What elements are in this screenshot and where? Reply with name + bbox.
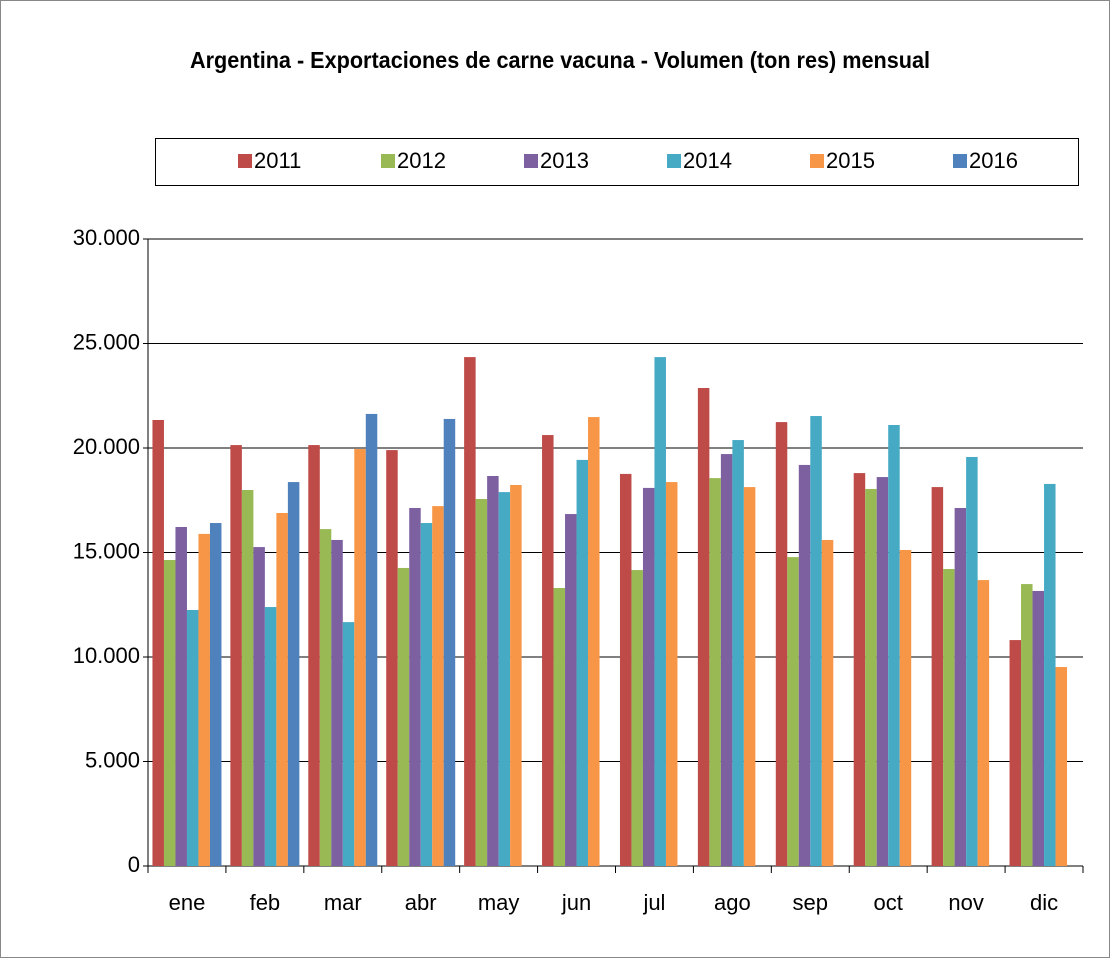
bar [865,488,877,866]
bar [365,413,378,866]
bar [287,482,300,866]
bar [642,487,655,866]
bar [553,588,566,866]
bar [709,478,721,866]
x-tick-label: sep [793,890,828,915]
bar [198,533,210,866]
y-tick-label: 20.000 [73,434,140,459]
x-tick-label: feb [250,890,281,915]
legend-swatch [238,154,252,168]
x-tick-label: may [478,890,520,915]
y-tick-label: 5.000 [85,747,140,772]
bar [697,388,710,866]
bar [1009,640,1022,866]
bar [253,547,265,866]
bar [542,435,554,866]
y-tick-label: 0 [128,852,140,877]
x-tick-label: dic [1030,890,1058,915]
bar [420,523,433,866]
bar [186,609,199,866]
bar [487,476,499,866]
bar [397,567,410,866]
bar [409,507,421,866]
bar [565,514,577,866]
bar [631,570,643,866]
legend-box [155,138,1079,186]
bar [276,512,288,866]
y-tick-label: 10.000 [73,643,140,668]
bar [775,422,788,866]
bar [308,445,320,866]
x-tick-label: nov [948,890,983,915]
bar [1032,590,1045,866]
y-tick-label: 25.000 [73,329,140,354]
x-tick-label: abr [405,890,437,915]
bar [354,449,366,866]
x-tick-label: mar [324,890,362,915]
bar [1021,584,1033,866]
legend-swatch [953,154,967,168]
bar [899,549,912,866]
legend-label: 2011 [254,148,301,173]
legend-swatch [667,154,681,168]
y-tick-label: 30.000 [73,225,140,250]
bar [943,569,955,866]
bar [1055,667,1068,866]
legend-label: 2014 [683,148,732,173]
bar [386,450,398,866]
bar [654,357,666,866]
bar [498,492,511,866]
x-tick-label: jun [561,890,591,915]
bar [931,487,944,866]
bar [588,417,600,866]
bar [432,506,444,866]
bar [152,419,164,866]
bar [576,459,589,866]
bar [175,527,187,866]
x-tick-label: ene [169,890,206,915]
bar [1044,483,1056,866]
bar [954,507,967,866]
legend-swatch [524,154,538,168]
bar [821,539,834,866]
bar [319,529,332,866]
legend-label: 2016 [969,148,1018,173]
bar [853,473,866,866]
bar [475,498,488,866]
bar [230,445,242,866]
bar [798,464,811,866]
bar [876,477,889,866]
bar [977,580,990,866]
bar [720,454,733,866]
chart-title: Argentina - Exportaciones de carne vacun… [190,47,930,73]
bar [331,539,343,866]
x-tick-label: ago [714,890,751,915]
legend-swatch [381,154,395,168]
x-tick-label: oct [874,890,903,915]
bar [264,607,277,866]
legend-swatch [810,154,824,168]
legend-label: 2015 [826,148,875,173]
bar [665,482,678,866]
bar [443,418,456,866]
legend-label: 2012 [397,148,446,173]
legend-label: 2013 [540,148,589,173]
x-tick-label: jul [642,890,665,915]
y-tick-label: 15.000 [73,538,140,563]
bar [464,357,476,866]
bar [743,487,756,866]
bar [966,456,978,866]
bar [510,484,522,866]
bar [619,473,632,866]
bar [787,557,799,866]
bar [163,560,176,866]
bar [342,622,355,866]
bar [810,416,822,866]
bar [209,523,222,866]
bar [241,490,254,866]
bar [732,440,744,866]
bar [888,425,900,866]
